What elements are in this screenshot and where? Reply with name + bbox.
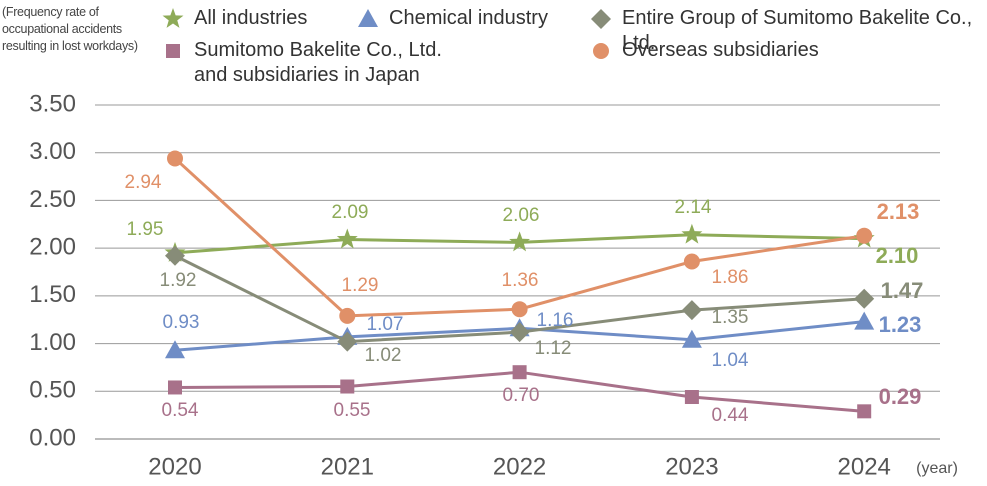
legend-item: Sumitomo Bakelite Co., Ltd. and subsidia… bbox=[160, 38, 444, 88]
data-label: 0.93 bbox=[163, 312, 200, 333]
data-label: 1.95 bbox=[127, 219, 164, 240]
marker bbox=[684, 390, 699, 405]
marker bbox=[509, 322, 530, 343]
marker bbox=[509, 231, 531, 252]
legend-item: Chemical industry bbox=[355, 6, 548, 31]
marker bbox=[167, 150, 183, 167]
marker bbox=[168, 380, 182, 395]
marker bbox=[681, 223, 703, 244]
legend-item: Overseas subsidiaries bbox=[588, 38, 819, 63]
y-tick-label: 0.00 bbox=[29, 424, 76, 451]
legend-marker bbox=[166, 44, 180, 58]
legend-item: Entire Group of Sumitomo Bakelite Co., L… bbox=[588, 6, 987, 56]
y-axis-title: (Frequency rate of occupational accident… bbox=[2, 5, 138, 53]
marker bbox=[683, 253, 700, 270]
x-tick-label: 2023 bbox=[665, 453, 718, 480]
data-label: 0.44 bbox=[712, 405, 749, 426]
marker bbox=[162, 8, 184, 28]
marker bbox=[340, 379, 355, 394]
data-label: 2.94 bbox=[125, 172, 162, 193]
y-tick-label: 3.00 bbox=[29, 138, 76, 165]
marker bbox=[591, 9, 611, 29]
y-tick-label: 2.50 bbox=[29, 186, 76, 213]
marker bbox=[854, 311, 875, 330]
marker bbox=[681, 329, 702, 348]
data-label: 0.29 bbox=[879, 384, 922, 409]
x-tick-label: 2021 bbox=[321, 453, 374, 480]
legend-marker bbox=[162, 8, 184, 28]
marker bbox=[681, 300, 702, 321]
marker bbox=[165, 245, 185, 266]
legend-label: Overseas subsidiaries bbox=[622, 39, 819, 61]
data-label: 1.04 bbox=[712, 350, 749, 371]
marker bbox=[856, 227, 873, 244]
legend-label: Sumitomo Bakelite Co., Ltd. and subsidia… bbox=[194, 39, 442, 86]
legend-marker bbox=[358, 9, 378, 27]
marker bbox=[336, 228, 358, 249]
legend-marker bbox=[593, 43, 609, 59]
data-label: 2.06 bbox=[503, 205, 540, 226]
data-label: 1.35 bbox=[712, 307, 749, 328]
data-label: 1.07 bbox=[367, 314, 404, 335]
data-label: 1.47 bbox=[881, 278, 924, 303]
marker bbox=[857, 404, 872, 419]
data-label: 1.23 bbox=[879, 312, 922, 337]
marker bbox=[512, 365, 527, 380]
marker bbox=[511, 301, 528, 318]
data-label: 2.14 bbox=[675, 197, 712, 218]
legend-label: Entire Group of Sumitomo Bakelite Co., L… bbox=[622, 7, 973, 54]
data-label: 1.86 bbox=[712, 267, 749, 288]
x-axis-unit: (year) bbox=[916, 460, 958, 477]
data-label: 0.54 bbox=[162, 400, 199, 421]
legend-label: Chemical industry bbox=[389, 7, 548, 29]
marker bbox=[166, 44, 180, 58]
y-tick-label: 0.50 bbox=[29, 377, 76, 404]
data-label: 1.36 bbox=[502, 270, 539, 291]
data-label: 2.13 bbox=[877, 199, 920, 224]
marker bbox=[358, 9, 378, 27]
y-tick-label: 1.00 bbox=[29, 329, 76, 356]
data-label: 2.09 bbox=[332, 202, 369, 223]
y-tick-label: 3.50 bbox=[29, 90, 76, 117]
x-tick-label: 2022 bbox=[493, 453, 546, 480]
x-tick-label: 2020 bbox=[148, 453, 201, 480]
data-label: 0.70 bbox=[503, 385, 540, 406]
legend-marker bbox=[591, 9, 611, 29]
marker bbox=[165, 340, 185, 359]
data-label: 1.02 bbox=[365, 345, 402, 366]
data-label: 0.55 bbox=[334, 400, 371, 421]
data-label: 1.12 bbox=[535, 338, 572, 359]
marker bbox=[593, 43, 609, 59]
marker bbox=[337, 331, 358, 352]
legend-item: All industries bbox=[160, 6, 307, 31]
data-label: 2.10 bbox=[876, 243, 919, 268]
marker bbox=[339, 307, 356, 324]
data-label: 1.92 bbox=[160, 270, 197, 291]
y-tick-label: 1.50 bbox=[29, 281, 76, 308]
marker bbox=[854, 288, 875, 309]
y-tick-label: 2.00 bbox=[29, 233, 76, 260]
legend-label: All industries bbox=[194, 7, 308, 29]
data-label: 1.16 bbox=[537, 310, 574, 331]
x-tick-label: 2024 bbox=[838, 453, 891, 480]
data-label: 1.29 bbox=[342, 275, 379, 296]
